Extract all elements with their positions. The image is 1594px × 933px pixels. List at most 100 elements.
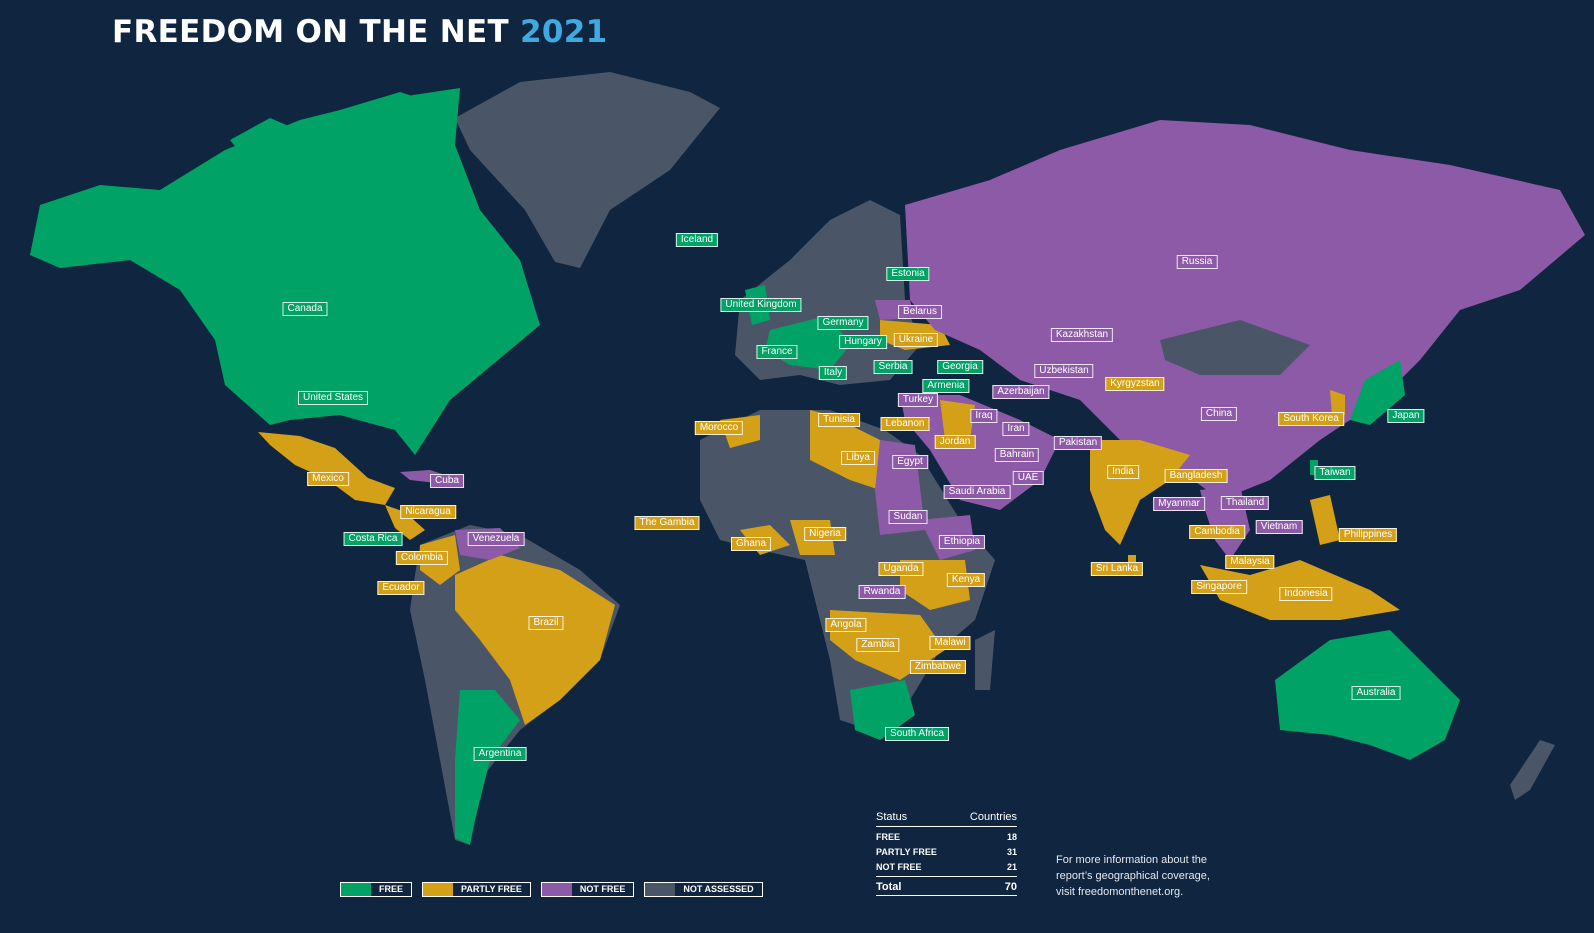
country-label-kyrgyzstan: Kyrgyzstan	[1105, 377, 1165, 391]
country-label-nigeria: Nigeria	[804, 527, 846, 541]
title-main: FREEDOM ON THE NET	[112, 14, 509, 50]
status-row-value: 31	[1006, 847, 1017, 857]
legend-item-not-assessed: NOT ASSESSED	[644, 882, 763, 897]
total-label: Total	[876, 881, 902, 893]
country-label-iran: Iran	[1002, 422, 1030, 436]
country-label-jordan: Jordan	[934, 435, 976, 449]
jordan-iraq-partly-region	[940, 400, 975, 440]
country-label-italy: Italy	[818, 366, 848, 380]
russia-asia-region	[905, 120, 1585, 500]
legend-swatch-not-free	[541, 883, 572, 896]
legend-item-partly-free: PARTLY FREE	[422, 882, 531, 897]
country-label-rwanda: Rwanda	[858, 585, 906, 599]
north-africa-partly-region	[810, 410, 880, 490]
country-label-united-states: United States	[297, 391, 369, 405]
status-row-value: 18	[1006, 832, 1017, 842]
status-table-header: Status Countries	[876, 811, 1017, 827]
arctic-islands-region	[230, 92, 450, 205]
country-label-estonia: Estonia	[886, 267, 930, 281]
status-row-free: FREE 18	[876, 827, 1017, 842]
brazil-region	[455, 555, 615, 725]
country-label-pakistan: Pakistan	[1053, 436, 1103, 450]
mexico-region	[258, 432, 395, 505]
country-label-morocco: Morocco	[694, 421, 744, 435]
country-label-malawi: Malawi	[929, 636, 971, 650]
country-label-cambodia: Cambodia	[1189, 525, 1245, 539]
country-label-uganda: Uganda	[878, 562, 924, 576]
country-label-colombia: Colombia	[395, 551, 449, 565]
country-label-ukraine: Ukraine	[893, 333, 939, 347]
country-label-japan: Japan	[1387, 409, 1425, 423]
argentina-region	[455, 690, 520, 845]
legend-label-partly-free: PARTLY FREE	[453, 883, 530, 896]
country-label-india: India	[1107, 465, 1139, 479]
country-label-uae: UAE	[1012, 471, 1044, 485]
country-label-china: China	[1200, 407, 1238, 421]
country-label-bangladesh: Bangladesh	[1164, 469, 1228, 483]
south-africa-region	[850, 680, 915, 740]
country-label-tunisia: Tunisia	[818, 413, 860, 427]
country-label-malaysia: Malaysia	[1225, 555, 1275, 569]
india-region	[1090, 440, 1190, 545]
country-label-mexico: Mexico	[307, 472, 349, 486]
status-row-partly-free: PARTLY FREE 31	[876, 842, 1017, 857]
country-label-saudi-arabia: Saudi Arabia	[943, 485, 1011, 499]
country-label-hungary: Hungary	[839, 335, 887, 349]
status-row-label: NOT FREE	[876, 862, 922, 872]
countries-header: Countries	[969, 811, 1017, 823]
country-label-armenia: Armenia	[922, 379, 970, 393]
status-row-not-free: NOT FREE 21	[876, 857, 1017, 872]
title-year: 2021	[520, 14, 608, 50]
country-label-turkey: Turkey	[897, 393, 939, 407]
country-label-serbia: Serbia	[873, 360, 913, 374]
mongolia-region	[1160, 320, 1310, 375]
country-label-myanmar: Myanmar	[1153, 497, 1205, 511]
country-label-lebanon: Lebanon	[880, 417, 930, 431]
legend-item-not-free: NOT FREE	[540, 882, 635, 897]
new-zealand-region	[1510, 740, 1555, 800]
status-table: Status Countries FREE 18 PARTLY FREE 31 NO…	[876, 811, 1017, 896]
country-label-sudan: Sudan	[888, 510, 928, 524]
country-label-bahrain: Bahrain	[994, 448, 1040, 462]
country-label-kazakhstan: Kazakhstan	[1050, 328, 1114, 342]
japan-region	[1350, 360, 1405, 425]
coverage-note: For more information about the report’s …	[1056, 854, 1210, 898]
country-label-georgia: Georgia	[937, 360, 983, 374]
legend-swatch-free	[341, 883, 371, 896]
country-label-south-korea: South Korea	[1278, 412, 1344, 426]
legend-swatch-not-assessed	[645, 883, 676, 896]
country-label-uzbekistan: Uzbekistan	[1034, 364, 1094, 378]
country-label-thailand: Thailand	[1220, 496, 1270, 510]
country-label-belarus: Belarus	[898, 305, 942, 319]
country-label-venezuela: Venezuela	[467, 532, 525, 546]
legend-label-not-free: NOT FREE	[571, 883, 634, 896]
country-label-libya: Libya	[841, 451, 875, 465]
country-label-ghana: Ghana	[730, 537, 772, 551]
country-label-argentina: Argentina	[473, 747, 527, 761]
korea-region	[1330, 390, 1345, 415]
page-title: FREEDOM ON THE NET 2021	[112, 14, 608, 50]
philippines-region	[1310, 495, 1340, 545]
status-row-label: FREE	[876, 832, 901, 842]
country-label-germany: Germany	[817, 316, 869, 330]
greenland-region	[455, 72, 720, 268]
country-label-indonesia: Indonesia	[1279, 587, 1333, 601]
country-label-sri-lanka: Sri Lanka	[1090, 562, 1144, 576]
country-label-ecuador: Ecuador	[377, 581, 425, 595]
country-label-costa-rica: Costa Rica	[343, 532, 403, 546]
country-label-nicaragua: Nicaragua	[400, 505, 456, 519]
country-label-the-gambia: The Gambia	[634, 516, 700, 530]
status-row-label: PARTLY FREE	[876, 847, 937, 857]
country-label-egypt: Egypt	[892, 455, 928, 469]
country-label-brazil: Brazil	[528, 616, 564, 630]
country-label-ethiopia: Ethiopia	[938, 535, 986, 549]
legend-item-free: FREE	[340, 882, 413, 897]
country-label-zimbabwe: Zimbabwe	[909, 660, 967, 674]
country-label-angola: Angola	[825, 618, 867, 632]
country-label-iceland: Iceland	[675, 233, 719, 247]
legend-label-free: FREE	[371, 883, 412, 896]
country-label-russia: Russia	[1176, 255, 1218, 269]
status-header: Status	[876, 811, 908, 823]
country-label-azerbaijan: Azerbaijan	[992, 385, 1050, 399]
